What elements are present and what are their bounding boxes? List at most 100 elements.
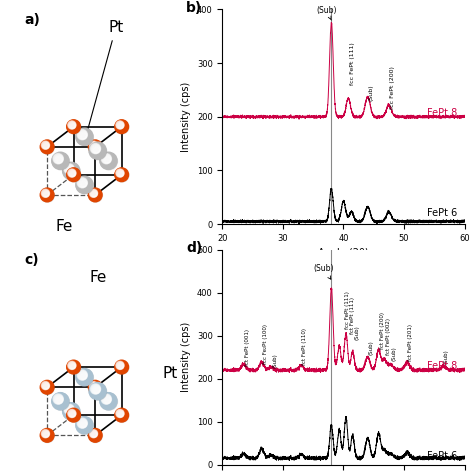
Circle shape	[118, 123, 123, 128]
Circle shape	[40, 140, 54, 154]
Circle shape	[107, 159, 109, 162]
Circle shape	[70, 123, 75, 128]
Circle shape	[72, 125, 75, 128]
Circle shape	[69, 170, 75, 177]
Text: fcc FePt (200): fcc FePt (200)	[390, 66, 395, 109]
Circle shape	[79, 419, 87, 428]
Circle shape	[43, 142, 49, 149]
Circle shape	[72, 125, 74, 128]
Circle shape	[79, 131, 87, 139]
Circle shape	[119, 124, 123, 128]
Circle shape	[63, 162, 80, 180]
Circle shape	[67, 409, 81, 422]
Text: fcc Fe₂Pt (100): fcc Fe₂Pt (100)	[263, 324, 268, 364]
Circle shape	[94, 386, 96, 388]
Circle shape	[90, 143, 107, 160]
Circle shape	[118, 363, 123, 369]
Circle shape	[93, 386, 100, 393]
Text: d): d)	[186, 241, 202, 255]
Circle shape	[117, 410, 124, 417]
Circle shape	[76, 176, 93, 193]
Circle shape	[70, 169, 73, 172]
Circle shape	[44, 432, 49, 437]
Text: (Sub): (Sub)	[355, 325, 360, 340]
Circle shape	[94, 147, 99, 152]
Circle shape	[90, 190, 97, 197]
Circle shape	[115, 361, 129, 374]
Circle shape	[115, 408, 128, 422]
Circle shape	[68, 170, 76, 177]
Circle shape	[82, 182, 86, 186]
Circle shape	[69, 122, 75, 128]
Circle shape	[119, 365, 123, 368]
Circle shape	[69, 168, 73, 172]
Circle shape	[45, 433, 48, 437]
Circle shape	[92, 384, 97, 389]
Circle shape	[94, 388, 99, 393]
Circle shape	[67, 168, 81, 182]
Circle shape	[88, 428, 102, 442]
Circle shape	[52, 153, 69, 170]
Circle shape	[94, 193, 96, 196]
Circle shape	[118, 172, 123, 176]
Circle shape	[91, 383, 97, 389]
Circle shape	[120, 173, 123, 176]
Circle shape	[59, 159, 62, 162]
Circle shape	[93, 387, 100, 393]
Circle shape	[77, 370, 87, 380]
Circle shape	[80, 180, 87, 187]
Circle shape	[77, 178, 87, 188]
Circle shape	[64, 404, 74, 414]
Circle shape	[67, 120, 81, 134]
Text: (Sub): (Sub)	[443, 349, 448, 364]
Text: fcc FePt (111): fcc FePt (111)	[349, 42, 355, 84]
Text: fcc FePt (111): fcc FePt (111)	[346, 292, 350, 329]
Circle shape	[57, 157, 62, 163]
Circle shape	[78, 371, 87, 380]
Circle shape	[116, 169, 124, 177]
Circle shape	[69, 410, 75, 417]
Circle shape	[102, 395, 111, 404]
Circle shape	[43, 191, 49, 197]
Text: (Sub): (Sub)	[369, 340, 374, 355]
Circle shape	[116, 121, 124, 129]
Circle shape	[91, 431, 97, 438]
Circle shape	[42, 142, 49, 149]
Circle shape	[120, 414, 123, 416]
Circle shape	[70, 410, 73, 412]
Circle shape	[90, 429, 98, 438]
Circle shape	[45, 192, 48, 196]
Circle shape	[70, 412, 75, 417]
Circle shape	[58, 158, 62, 162]
Circle shape	[46, 386, 48, 388]
Circle shape	[76, 417, 93, 434]
Circle shape	[93, 385, 96, 388]
Text: FePt 8: FePt 8	[427, 361, 457, 371]
Circle shape	[68, 169, 76, 177]
Circle shape	[45, 144, 48, 148]
Text: fct FePt (111): fct FePt (111)	[350, 297, 355, 334]
Circle shape	[70, 364, 75, 369]
Circle shape	[102, 155, 111, 164]
Text: Fe: Fe	[55, 219, 73, 234]
Circle shape	[68, 409, 76, 418]
Circle shape	[63, 403, 80, 420]
Circle shape	[44, 191, 49, 197]
Circle shape	[94, 434, 96, 436]
Circle shape	[119, 172, 123, 176]
Text: a): a)	[25, 13, 41, 27]
Circle shape	[55, 396, 63, 403]
Text: (Sub): (Sub)	[392, 346, 397, 361]
Circle shape	[119, 173, 123, 176]
Circle shape	[115, 409, 129, 422]
Circle shape	[88, 380, 102, 394]
Circle shape	[90, 382, 98, 390]
Circle shape	[80, 133, 86, 139]
Circle shape	[59, 400, 62, 402]
Circle shape	[115, 120, 129, 134]
Circle shape	[41, 429, 49, 438]
Circle shape	[56, 157, 62, 163]
Circle shape	[93, 433, 96, 437]
Circle shape	[68, 121, 76, 129]
Circle shape	[65, 165, 73, 173]
